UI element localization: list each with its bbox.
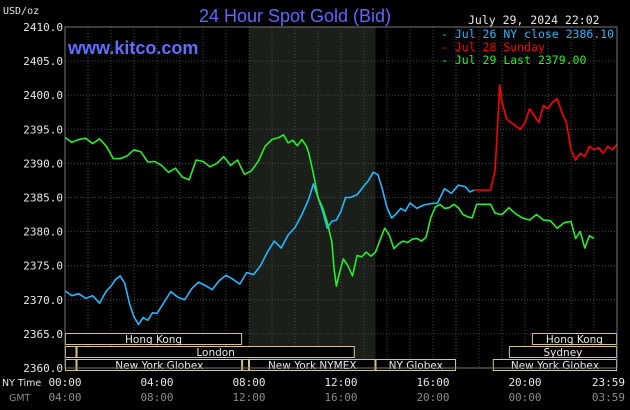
y-tick-label: 2385.0 bbox=[23, 192, 63, 205]
units-label: USD/oz bbox=[3, 6, 40, 17]
chart-title: 24 Hour Spot Gold (Bid) bbox=[198, 6, 392, 26]
session-label: London bbox=[196, 347, 235, 359]
x-tick-label-gmt: 16:00 bbox=[324, 391, 357, 404]
legend-label: Jul 29 Last 2379.00 bbox=[454, 53, 587, 67]
session-bar bbox=[242, 359, 250, 371]
y-tick-label: 2370.0 bbox=[23, 294, 63, 307]
watermark-link[interactable]: www.kitco.com bbox=[68, 38, 199, 58]
y-tick-label: 2360.0 bbox=[23, 362, 63, 375]
y-tick-label: 2405.0 bbox=[23, 55, 63, 68]
x-tick-label-gmt: 03:59 bbox=[592, 391, 625, 404]
session-label: New York Globex bbox=[511, 360, 599, 372]
legend-item-ny-close: - Jul 26 NY close 2386.10 bbox=[441, 27, 615, 41]
chart-legend: - Jul 26 NY close 2386.10 - Jul 28 Sunda… bbox=[441, 28, 614, 67]
x-tick-label-ny: 00:00 bbox=[48, 376, 81, 389]
session-bar bbox=[375, 359, 456, 371]
session-bar bbox=[65, 359, 77, 371]
plot-frame bbox=[64, 26, 618, 369]
x-tick-label-gmt: 20:00 bbox=[416, 391, 449, 404]
x-tick-label-ny: 08:00 bbox=[232, 376, 265, 389]
legend-label: Jul 28 Sunday bbox=[454, 40, 545, 54]
session-label: New York NYMEX bbox=[268, 360, 357, 372]
x-tick-label-ny: 12:00 bbox=[324, 376, 357, 389]
x-tick-label-ny: 20:00 bbox=[508, 376, 541, 389]
x-tick-label-gmt: 04:00 bbox=[48, 391, 81, 404]
x-tick-label-gmt: 12:00 bbox=[232, 391, 265, 404]
x-tick-label-gmt: 00:00 bbox=[508, 391, 541, 404]
price-series-line bbox=[64, 171, 475, 326]
x-tick-label-ny: 16:00 bbox=[416, 376, 449, 389]
row-label-gmt: GMT bbox=[9, 393, 31, 404]
session-label: Hong Kong bbox=[125, 334, 182, 346]
session-bar bbox=[249, 359, 376, 371]
y-tick-label: 2390.0 bbox=[23, 157, 63, 170]
chart-timestamp: July 29, 2024 22:02 bbox=[468, 13, 600, 27]
price-series-line bbox=[474, 84, 618, 191]
session-label: New York Globex bbox=[115, 360, 203, 372]
legend-item-sunday: - Jul 28 Sunday bbox=[441, 40, 545, 54]
session-bar bbox=[76, 346, 355, 358]
y-tick-label: 2380.0 bbox=[23, 226, 63, 239]
row-label-ny-time: NY Time bbox=[2, 378, 41, 389]
x-tick-label-ny: 23:59 bbox=[592, 376, 625, 389]
highlight-band bbox=[249, 27, 376, 368]
x-tick-label-ny: 04:00 bbox=[140, 376, 173, 389]
session-bar bbox=[65, 346, 77, 358]
price-series-line bbox=[64, 134, 595, 287]
y-tick-label: 2395.0 bbox=[23, 123, 63, 136]
session-label: Sydney bbox=[544, 347, 583, 359]
legend-item-last: - Jul 29 Last 2379.00 bbox=[441, 53, 587, 67]
y-tick-label: 2375.0 bbox=[23, 260, 63, 273]
session-label: NY Globex bbox=[389, 360, 443, 372]
session-label: Hong Kong bbox=[546, 334, 603, 346]
legend-label: Jul 26 NY close 2386.10 bbox=[454, 27, 615, 41]
y-tick-label: 2400.0 bbox=[23, 89, 63, 102]
y-tick-label: 2410.0 bbox=[23, 21, 63, 34]
session-bar bbox=[76, 359, 243, 371]
x-tick-label-gmt: 08:00 bbox=[140, 391, 173, 404]
y-tick-label: 2365.0 bbox=[23, 328, 63, 341]
